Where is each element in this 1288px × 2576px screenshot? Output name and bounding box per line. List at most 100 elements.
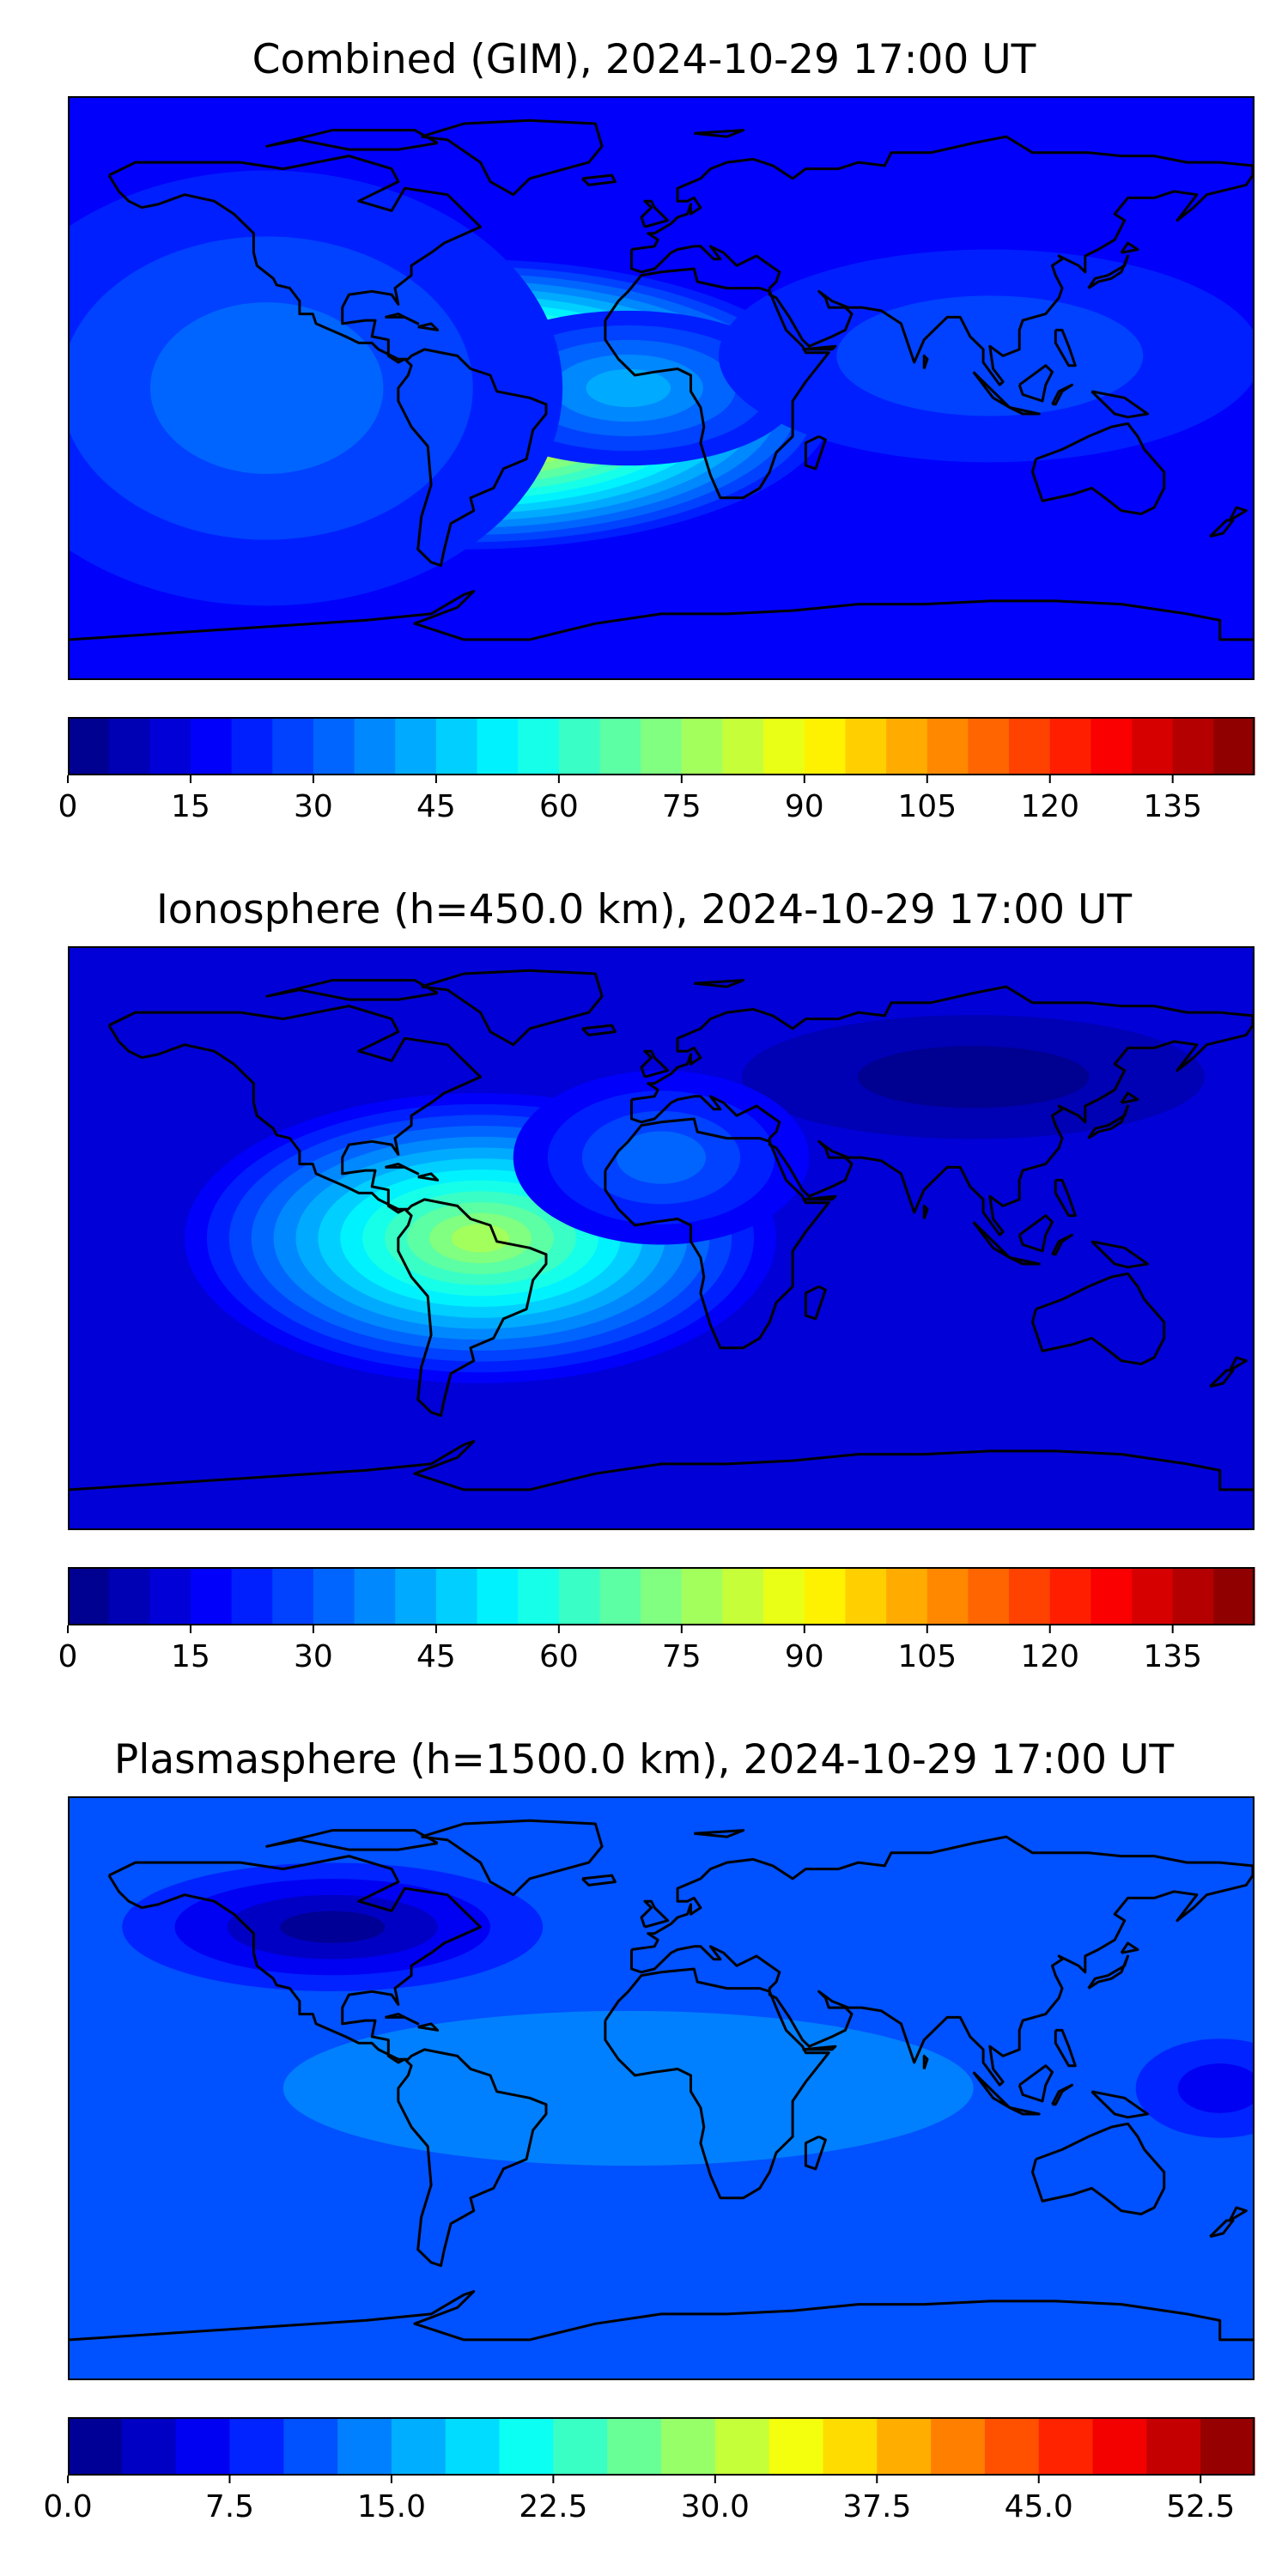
- coastline: [802, 344, 837, 351]
- map-svg: [70, 98, 1253, 678]
- coastline: [1209, 1369, 1235, 1388]
- coastline: [1009, 1256, 1041, 1266]
- colorbar-tick-label: 22.5: [519, 2489, 587, 2524]
- colorbar-svg: 0 15 30 45 60 75 90 105 120 135: [58, 717, 1255, 824]
- field-contour: [283, 2010, 974, 2166]
- colorbar-band: [68, 717, 110, 775]
- field-contour: [616, 1131, 707, 1184]
- colorbar-band: [968, 717, 1010, 775]
- colorbar-band: [68, 1567, 110, 1625]
- colorbar-tick-label: 52.5: [1166, 2489, 1235, 2524]
- coastline: [604, 267, 830, 500]
- coastline: [1018, 2064, 1054, 2103]
- coastline: [640, 1899, 670, 1929]
- colorbar-band: [108, 717, 150, 775]
- field-contour: [836, 295, 1144, 416]
- colorbar-tick-label: 105: [897, 789, 957, 824]
- colorbar-band: [229, 2417, 284, 2476]
- colorbar-band: [1091, 717, 1133, 775]
- coastline: [1051, 383, 1073, 406]
- coastline: [265, 979, 439, 1001]
- colorbar-band: [722, 717, 764, 775]
- coastline: [802, 2044, 837, 2051]
- coastline: [385, 2013, 420, 2026]
- coastline: [604, 1967, 830, 2200]
- coastline: [107, 1855, 548, 2268]
- coastline: [922, 2054, 929, 2069]
- coastline: [1018, 1214, 1054, 1253]
- colorbar-band: [1132, 1567, 1174, 1625]
- coastline: [804, 434, 827, 471]
- coastline: [630, 135, 1253, 386]
- colorbar-band: [272, 1567, 314, 1625]
- colorbar-tick-label: 15: [171, 789, 210, 824]
- colorbar-tick-label: 120: [1020, 789, 1079, 824]
- colorbar-band: [395, 717, 437, 775]
- colorbar-band: [714, 2417, 770, 2476]
- colorbar-tick-label: 0: [58, 789, 78, 824]
- coastline: [694, 1829, 745, 1838]
- colorbar-tick-label: 37.5: [842, 2489, 911, 2524]
- colorbar-band: [337, 2417, 392, 2476]
- coastline: [417, 1172, 440, 1182]
- plasmasphere-panel: Plasmasphere (h=1500.0 km), 2024-10-29 1…: [0, 1700, 1288, 2559]
- coastline: [604, 1117, 830, 1350]
- field-contour: [586, 368, 671, 408]
- colorbar-tick-label: 45: [416, 789, 456, 824]
- colorbar-band: [477, 1567, 519, 1625]
- coastline: [640, 1049, 670, 1078]
- coastline: [1091, 1240, 1149, 1269]
- colorbar: 0 15 30 45 60 75 90 105 120 135: [58, 717, 1255, 824]
- colorbar-band: [391, 2417, 447, 2476]
- colorbar-band: [763, 1567, 805, 1625]
- colorbar-band: [231, 717, 273, 775]
- colorbar-tick-label: 45.0: [1005, 2489, 1073, 2524]
- colorbar-tick-label: 90: [785, 789, 824, 824]
- colorbar-band: [931, 2417, 986, 2476]
- coastline: [1209, 519, 1235, 538]
- colorbar-band: [599, 717, 641, 775]
- colorbar-band: [108, 1567, 150, 1625]
- colorbar-band: [1146, 2417, 1201, 2476]
- colorbar-band: [804, 1567, 847, 1625]
- colorbar-band: [769, 2417, 824, 2476]
- field-contour: [149, 302, 384, 474]
- colorbar-band: [190, 1567, 233, 1625]
- field-contour: [1177, 2063, 1253, 2113]
- world-map: [68, 1796, 1255, 2380]
- colorbar-tick-label: 7.5: [205, 2489, 254, 2524]
- colorbar-band: [1049, 717, 1091, 775]
- colorbar-band: [518, 717, 560, 775]
- colorbar-band: [1009, 1567, 1051, 1625]
- colorbar-band: [886, 717, 928, 775]
- coastline: [694, 129, 745, 138]
- colorbar-band: [558, 717, 601, 775]
- coastline: [581, 173, 617, 186]
- field-layer: [70, 1798, 1253, 2379]
- colorbar-band: [763, 717, 805, 775]
- colorbar-band: [1038, 2417, 1094, 2476]
- colorbar-band: [1172, 1567, 1214, 1625]
- coastline: [630, 985, 1253, 1236]
- coastline: [421, 118, 604, 197]
- colorbar-tick-label: 45: [416, 1639, 456, 1674]
- colorbar-band: [927, 1567, 969, 1625]
- colorbar-tick-label: 30.0: [681, 2489, 750, 2524]
- colorbar-band: [722, 1567, 764, 1625]
- colorbar-band: [804, 717, 847, 775]
- coastline: [107, 155, 548, 568]
- colorbar-svg: 0 15 30 45 60 75 90 105 120 135: [58, 1567, 1255, 1674]
- colorbar: 0 15 30 45 60 75 90 105 120 135: [58, 1567, 1255, 1674]
- coastline: [107, 1005, 548, 1418]
- colorbar-band: [681, 1567, 724, 1625]
- colorbar-band: [190, 717, 233, 775]
- colorbar-band: [1009, 717, 1051, 775]
- colorbar-tick-label: 30: [294, 1639, 333, 1674]
- colorbar-band: [845, 717, 887, 775]
- colorbar-tick-label: 0: [58, 1639, 78, 1674]
- coastline-layer: [70, 969, 1253, 1492]
- colorbar-tick-label: 0.0: [43, 2489, 92, 2524]
- colorbar-band: [231, 1567, 273, 1625]
- colorbar-frame: [68, 2417, 1255, 2476]
- colorbar-tick-label: 75: [662, 789, 702, 824]
